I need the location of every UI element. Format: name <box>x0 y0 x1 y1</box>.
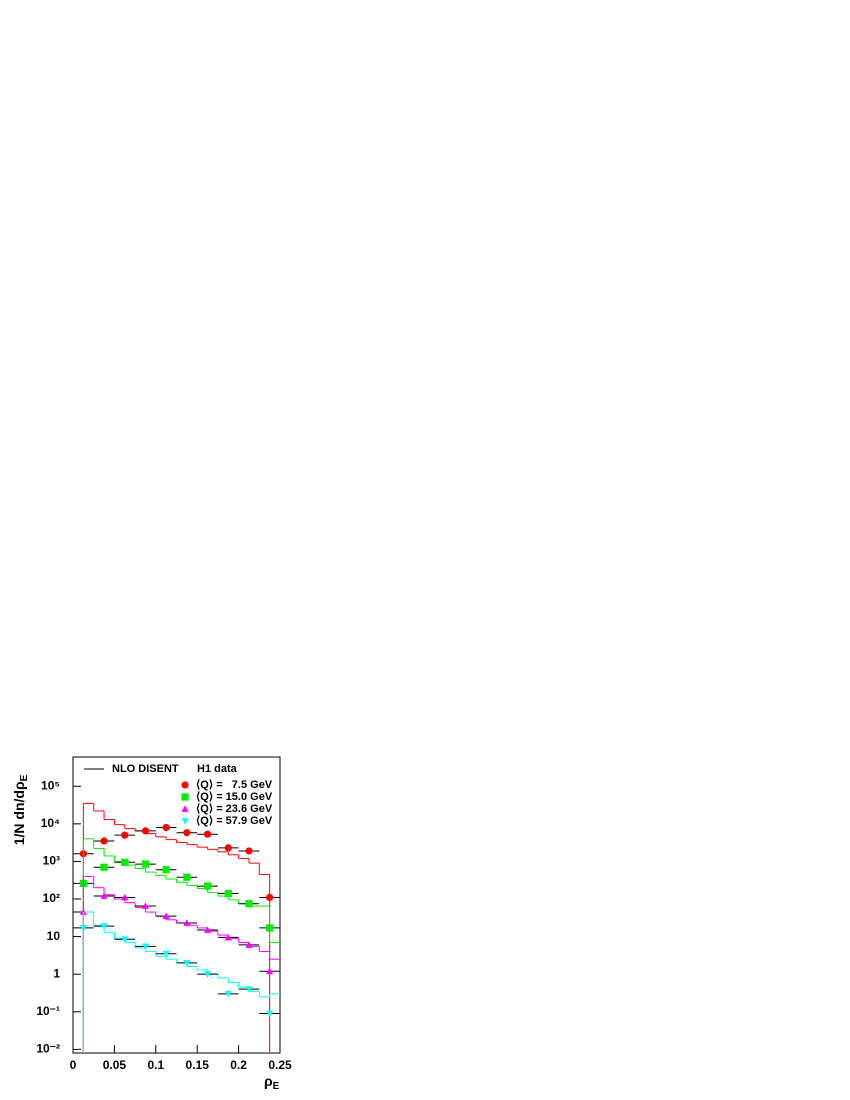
legend-marker <box>181 793 189 801</box>
data-point <box>245 986 253 993</box>
data-point <box>245 900 253 908</box>
data-point <box>121 858 129 866</box>
x-label-main: ρ <box>264 1073 273 1089</box>
data-point <box>203 830 212 838</box>
data-point <box>183 873 191 881</box>
data-point <box>203 926 212 933</box>
x-tick-label: 0.15 <box>186 1058 210 1072</box>
y-tick-label: 10 <box>47 929 61 943</box>
x-tick-label: 0.25 <box>268 1058 292 1072</box>
data-point <box>183 919 191 926</box>
y-label-sub: E <box>19 774 30 781</box>
x-tick-label: 0.1 <box>147 1058 164 1072</box>
data-point <box>121 936 129 943</box>
data-point <box>100 863 108 871</box>
data-point <box>245 847 253 855</box>
legend-label: ⟨Q⟩ = 23.6 GeV <box>196 803 273 815</box>
data-point <box>224 844 232 852</box>
data-point <box>203 971 212 978</box>
y-tick-label: 10⁻¹ <box>36 1004 60 1018</box>
x-tick-label: 0 <box>70 1058 77 1072</box>
data-point <box>141 902 150 909</box>
data-point <box>224 933 232 941</box>
x-tick-label: 0.2 <box>230 1058 247 1072</box>
data-point <box>245 941 253 948</box>
data-point <box>100 923 108 930</box>
data-point <box>100 892 108 899</box>
plot-frame <box>72 756 281 1054</box>
data-point <box>79 925 87 932</box>
data-point <box>183 959 191 967</box>
y-label-main: 1/N dn/dρ <box>11 781 27 845</box>
legend-marker <box>181 805 189 812</box>
data-point <box>266 893 274 902</box>
legend-label: ⟨Q⟩ = 57.9 GeV <box>196 815 273 827</box>
y-tick-label: 10³ <box>43 854 60 868</box>
data-point <box>266 924 274 932</box>
data-point <box>141 827 150 835</box>
y-tick-label: 10⁴ <box>41 816 60 830</box>
data-point <box>141 943 150 950</box>
legend-model: NLO DISENT <box>112 763 179 775</box>
legend-label: ⟨Q⟩ = 15.0 GeV <box>196 791 273 803</box>
data-point <box>121 893 129 901</box>
legend-marker <box>181 781 189 789</box>
legend-data: H1 data <box>197 763 238 775</box>
data-point <box>162 912 170 920</box>
x-tick-label: 0.05 <box>103 1058 127 1072</box>
data-point <box>121 831 129 839</box>
y-tick-label: 10⁵ <box>41 778 60 792</box>
data-point <box>266 967 274 975</box>
x-axis-label: ρE <box>264 1073 280 1092</box>
legend-label: ⟨Q⟩ = 7.5 GeV <box>196 779 273 791</box>
data-point <box>162 823 170 832</box>
y-tick-label: 1 <box>53 966 60 980</box>
data-point <box>162 866 170 874</box>
data-point <box>100 837 108 845</box>
y-tick-label: 10² <box>43 891 60 905</box>
data-point <box>183 829 191 837</box>
data-point <box>224 889 232 898</box>
data-point <box>224 990 232 998</box>
legend-marker <box>181 818 189 825</box>
data-point <box>141 860 150 868</box>
data-point <box>203 882 212 890</box>
x-label-sub: E <box>273 1081 280 1092</box>
y-tick-label: 10⁻² <box>36 1042 60 1056</box>
data-point <box>162 950 170 958</box>
y-axis-label: 1/N dn/dρE <box>11 774 30 845</box>
data-point <box>266 1010 274 1018</box>
